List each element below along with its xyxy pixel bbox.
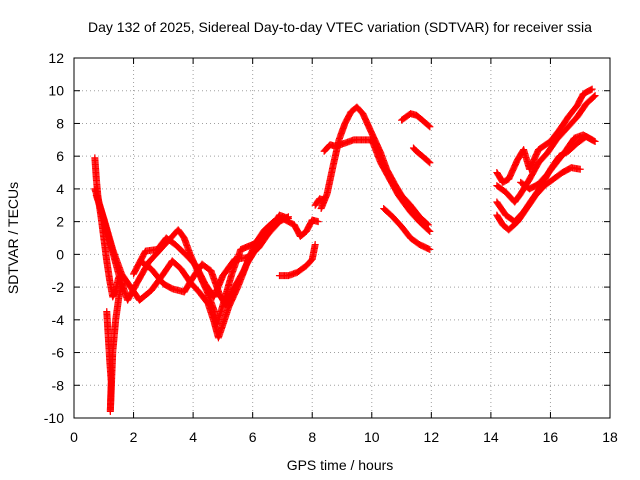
y-tick-label: 4: [56, 181, 64, 197]
data-point: [426, 227, 434, 235]
x-tick-label: 16: [543, 429, 559, 445]
data-point: [311, 241, 319, 249]
data-point: [590, 93, 598, 101]
data-point: [314, 218, 322, 226]
y-axis-label: SDTVAR / TECUs: [5, 182, 21, 294]
y-tick-label: 8: [56, 115, 64, 131]
data-point: [426, 245, 434, 253]
data-point: [425, 227, 433, 235]
y-tick-label: -10: [44, 410, 64, 426]
series-deep-dip: [103, 280, 126, 415]
x-tick-labels: 0 2 4 6 8 10 12 14 16 18: [70, 429, 618, 445]
data-point: [591, 92, 599, 100]
data-point: [425, 122, 433, 130]
x-tick-label: 4: [189, 429, 197, 445]
x-tick-label: 6: [249, 429, 257, 445]
x-tick-label: 18: [602, 429, 618, 445]
data-markers: [91, 85, 599, 415]
x-tick-label: 14: [483, 429, 499, 445]
y-tick-labels: -10 -8 -6 -4 -2 0 2 4 6 8 10 12: [44, 50, 64, 426]
series-right-e: [517, 131, 596, 193]
y-tick-label: 6: [56, 148, 64, 164]
data-point: [576, 165, 584, 173]
data-point: [588, 136, 596, 144]
data-point: [425, 158, 433, 166]
series-right-b: [493, 92, 599, 206]
data-point: [320, 196, 328, 204]
y-tick-label: 0: [56, 246, 64, 262]
series-upper-dip: [138, 214, 322, 309]
series-seg-7-8: [311, 195, 328, 209]
x-tick-label: 10: [364, 429, 380, 445]
series-high-tail: [398, 110, 434, 131]
plot-frame: [73, 57, 611, 419]
grid: [74, 58, 610, 418]
x-tick-label: 12: [424, 429, 440, 445]
data-point: [426, 159, 434, 167]
y-tick-label: 12: [48, 50, 64, 66]
x-tick-label: 2: [130, 429, 138, 445]
chart-title: Day 132 of 2025, Sidereal Day-to-day VTE…: [88, 19, 592, 35]
series-main-hump: [317, 103, 432, 229]
series-mid-tail: [409, 144, 434, 167]
data-point: [587, 135, 595, 143]
data-point: [591, 137, 599, 145]
x-tick-label: 8: [308, 429, 316, 445]
data-point: [426, 123, 434, 131]
data-point: [588, 85, 596, 93]
x-axis-label: GPS time / hours: [287, 457, 394, 473]
y-tick-label: 2: [56, 214, 64, 230]
series-right-d: [493, 164, 584, 234]
y-tick-label: -6: [52, 345, 65, 361]
y-tick-label: -4: [52, 312, 65, 328]
y-tick-label: -2: [52, 279, 65, 295]
y-tick-label: -8: [52, 377, 65, 393]
data-point: [587, 86, 595, 94]
y-tick-label: 10: [48, 83, 64, 99]
series-low-tail: [380, 205, 434, 253]
axis-ticks: [73, 57, 611, 419]
series-short-7: [275, 241, 319, 280]
x-tick-label: 0: [70, 429, 78, 445]
series-second-curve: [320, 136, 434, 235]
